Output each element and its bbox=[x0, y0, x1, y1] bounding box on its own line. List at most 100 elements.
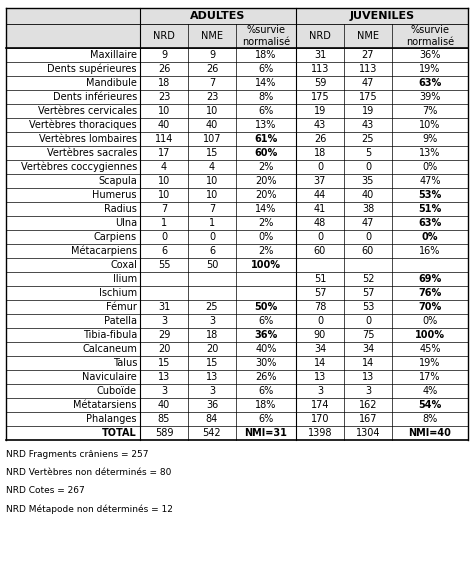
Text: 13: 13 bbox=[206, 372, 218, 382]
Text: Fémur: Fémur bbox=[106, 302, 137, 312]
Text: TOTAL: TOTAL bbox=[102, 428, 137, 438]
Text: 175: 175 bbox=[310, 92, 329, 102]
Text: 9: 9 bbox=[209, 50, 215, 60]
Text: 63%: 63% bbox=[419, 78, 442, 88]
Text: NRD Fragments crâniens = 257: NRD Fragments crâniens = 257 bbox=[6, 450, 148, 459]
Text: 17: 17 bbox=[158, 148, 170, 158]
Text: 48: 48 bbox=[314, 218, 326, 228]
Text: 7%: 7% bbox=[422, 106, 438, 116]
Text: 40%: 40% bbox=[255, 344, 277, 354]
Text: 7: 7 bbox=[161, 204, 167, 214]
Text: 23: 23 bbox=[158, 92, 170, 102]
Text: Vertèbres lombaires: Vertèbres lombaires bbox=[39, 134, 137, 144]
Text: 26: 26 bbox=[158, 64, 170, 74]
Bar bbox=[6, 8, 468, 24]
Text: 14: 14 bbox=[314, 358, 326, 368]
Text: 0: 0 bbox=[317, 316, 323, 326]
Text: NRD Cotes = 267: NRD Cotes = 267 bbox=[6, 486, 85, 495]
Text: 53%: 53% bbox=[419, 190, 442, 200]
Text: 175: 175 bbox=[359, 92, 377, 102]
Text: 23: 23 bbox=[206, 92, 218, 102]
Text: 10: 10 bbox=[206, 190, 218, 200]
Text: 4: 4 bbox=[209, 162, 215, 172]
Text: 1: 1 bbox=[209, 218, 215, 228]
Text: 54%: 54% bbox=[419, 400, 442, 410]
Text: 29: 29 bbox=[158, 330, 170, 340]
Text: 4%: 4% bbox=[422, 386, 438, 396]
Bar bbox=[6, 24, 468, 48]
Text: 57: 57 bbox=[362, 288, 374, 298]
Text: Calcaneum: Calcaneum bbox=[82, 344, 137, 354]
Text: 47: 47 bbox=[362, 78, 374, 88]
Text: Scapula: Scapula bbox=[98, 176, 137, 186]
Text: 18: 18 bbox=[206, 330, 218, 340]
Text: 53: 53 bbox=[362, 302, 374, 312]
Text: 31: 31 bbox=[314, 50, 326, 60]
Text: 26%: 26% bbox=[255, 372, 277, 382]
Text: 20: 20 bbox=[158, 344, 170, 354]
Text: 7: 7 bbox=[209, 78, 215, 88]
Text: 589: 589 bbox=[155, 428, 173, 438]
Text: 0%: 0% bbox=[422, 232, 438, 242]
Text: Coxal: Coxal bbox=[110, 260, 137, 270]
Text: 40: 40 bbox=[362, 190, 374, 200]
Text: 6%: 6% bbox=[258, 64, 273, 74]
Text: 40: 40 bbox=[158, 400, 170, 410]
Text: 13%: 13% bbox=[419, 148, 441, 158]
Text: 51: 51 bbox=[314, 274, 326, 284]
Text: 60: 60 bbox=[362, 246, 374, 256]
Text: 44: 44 bbox=[314, 190, 326, 200]
Text: 100%: 100% bbox=[415, 330, 445, 340]
Text: Métacarpiens: Métacarpiens bbox=[71, 246, 137, 256]
Text: 3: 3 bbox=[161, 316, 167, 326]
Text: 1304: 1304 bbox=[356, 428, 380, 438]
Text: Vertèbres cervicales: Vertèbres cervicales bbox=[38, 106, 137, 116]
Text: 13: 13 bbox=[362, 372, 374, 382]
Text: 6%: 6% bbox=[258, 106, 273, 116]
Text: Ischium: Ischium bbox=[99, 288, 137, 298]
Text: 113: 113 bbox=[359, 64, 377, 74]
Text: 52: 52 bbox=[362, 274, 374, 284]
Text: 162: 162 bbox=[359, 400, 377, 410]
Text: Radius: Radius bbox=[104, 204, 137, 214]
Text: 0%: 0% bbox=[422, 162, 438, 172]
Text: 6%: 6% bbox=[258, 386, 273, 396]
Text: 63%: 63% bbox=[419, 218, 442, 228]
Text: 10: 10 bbox=[206, 176, 218, 186]
Text: 3: 3 bbox=[365, 386, 371, 396]
Text: 61%: 61% bbox=[255, 134, 278, 144]
Text: 20%: 20% bbox=[255, 190, 277, 200]
Text: 78: 78 bbox=[314, 302, 326, 312]
Text: NRD: NRD bbox=[309, 31, 331, 41]
Text: 69%: 69% bbox=[419, 274, 442, 284]
Text: 47%: 47% bbox=[419, 176, 441, 186]
Text: 100%: 100% bbox=[251, 260, 281, 270]
Text: 13: 13 bbox=[314, 372, 326, 382]
Text: 14: 14 bbox=[362, 358, 374, 368]
Text: 26: 26 bbox=[314, 134, 326, 144]
Text: 6: 6 bbox=[161, 246, 167, 256]
Text: NMI=31: NMI=31 bbox=[245, 428, 287, 438]
Text: 85: 85 bbox=[158, 414, 170, 424]
Text: NRD Métapode non déterminés = 12: NRD Métapode non déterminés = 12 bbox=[6, 504, 173, 513]
Text: 31: 31 bbox=[158, 302, 170, 312]
Text: 36: 36 bbox=[206, 400, 218, 410]
Text: Phalanges: Phalanges bbox=[86, 414, 137, 424]
Text: 167: 167 bbox=[359, 414, 377, 424]
Text: 40: 40 bbox=[158, 120, 170, 130]
Text: Vertèbres sacrales: Vertèbres sacrales bbox=[46, 148, 137, 158]
Text: Humerus: Humerus bbox=[92, 190, 137, 200]
Text: 36%: 36% bbox=[255, 330, 278, 340]
Text: 542: 542 bbox=[203, 428, 221, 438]
Text: 47: 47 bbox=[362, 218, 374, 228]
Text: 13%: 13% bbox=[255, 120, 277, 130]
Text: 57: 57 bbox=[314, 288, 326, 298]
Text: 3: 3 bbox=[209, 316, 215, 326]
Text: 170: 170 bbox=[311, 414, 329, 424]
Text: 4: 4 bbox=[161, 162, 167, 172]
Text: 36%: 36% bbox=[419, 50, 441, 60]
Text: NME: NME bbox=[201, 31, 223, 41]
Text: 20%: 20% bbox=[255, 176, 277, 186]
Text: 6%: 6% bbox=[258, 414, 273, 424]
Text: 27: 27 bbox=[362, 50, 374, 60]
